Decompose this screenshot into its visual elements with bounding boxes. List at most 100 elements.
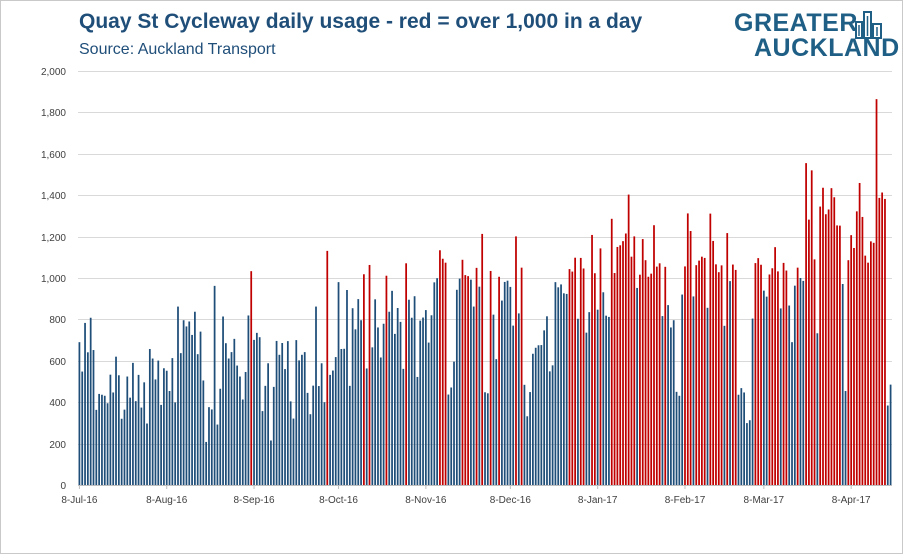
bar — [791, 342, 793, 485]
bar — [92, 350, 95, 485]
bar — [872, 242, 875, 485]
bar — [602, 292, 605, 485]
bar — [315, 306, 317, 485]
bar — [455, 289, 458, 485]
bar — [258, 337, 261, 485]
bar — [520, 267, 523, 485]
x-tick-label: 8-Aug-16 — [146, 495, 188, 506]
bar — [717, 272, 720, 485]
bar — [653, 225, 655, 485]
bar — [332, 370, 334, 485]
bar — [205, 441, 208, 485]
y-tick-label: 2,000 — [41, 67, 66, 78]
bar — [810, 170, 813, 486]
bar — [98, 393, 100, 485]
y-tick-label: 800 — [49, 315, 66, 326]
bar — [667, 305, 669, 485]
bar — [534, 347, 537, 485]
bar — [475, 267, 478, 485]
bar — [470, 279, 472, 485]
bar — [526, 416, 529, 485]
bar — [591, 234, 593, 485]
bar — [830, 188, 833, 485]
bar — [405, 263, 408, 485]
bar — [647, 276, 650, 485]
bar — [495, 359, 498, 485]
bar — [678, 395, 681, 485]
bar — [233, 338, 236, 485]
bar — [605, 315, 607, 485]
bar — [793, 285, 796, 485]
chart-title: Quay St Cycleway daily usage - red = ove… — [79, 10, 643, 33]
bar — [633, 236, 636, 485]
bar — [253, 339, 255, 485]
bar — [129, 397, 131, 485]
bar — [712, 240, 715, 485]
bar — [354, 329, 357, 485]
bar — [588, 312, 591, 485]
bar — [762, 290, 765, 485]
bar — [610, 218, 613, 486]
bar — [371, 347, 374, 485]
bar — [596, 309, 599, 485]
bar — [320, 363, 323, 485]
bar — [267, 363, 269, 485]
bar — [523, 384, 526, 485]
y-tick-label: 1,200 — [41, 233, 66, 244]
bar — [684, 266, 686, 485]
bar — [202, 380, 205, 485]
bar — [419, 320, 422, 485]
bar — [222, 316, 224, 485]
bar — [109, 374, 112, 485]
bar — [799, 278, 802, 485]
y-axis: 0 200 400 600 800 1,000 1,200 1,400 1,600 1,800 2,… — [41, 67, 66, 492]
bar — [230, 352, 233, 485]
bar — [706, 307, 709, 485]
bar — [396, 308, 399, 485]
bar — [199, 331, 202, 485]
bar — [295, 340, 298, 485]
bar — [351, 308, 354, 485]
bar — [329, 374, 331, 485]
bar — [689, 231, 692, 485]
bar — [546, 316, 548, 485]
y-tick-label: 1,000 — [41, 274, 66, 285]
bar — [785, 270, 788, 485]
bar — [768, 274, 771, 485]
bar — [236, 365, 239, 485]
x-tick-label: 8-Sep-16 — [233, 495, 275, 506]
bar — [729, 281, 731, 485]
bar — [548, 371, 551, 485]
bar — [875, 99, 878, 486]
bar — [551, 365, 554, 485]
chart-subtitle: Source: Auckland Transport — [79, 41, 276, 58]
bar — [306, 392, 309, 485]
bar — [537, 345, 540, 485]
bar — [593, 273, 596, 485]
bar — [723, 325, 726, 485]
bar — [878, 197, 881, 485]
bar — [408, 299, 410, 485]
bar — [478, 286, 481, 485]
bar — [177, 306, 179, 485]
bar — [289, 401, 292, 485]
bar — [788, 305, 791, 485]
bar — [701, 256, 703, 485]
bar — [870, 241, 872, 485]
bar — [571, 271, 574, 485]
bar — [827, 209, 830, 486]
bar — [458, 278, 461, 485]
bar — [740, 388, 743, 485]
bar — [624, 233, 627, 485]
bar — [782, 262, 785, 485]
bar — [213, 285, 216, 485]
bar — [312, 385, 315, 485]
bar — [841, 284, 844, 485]
bar — [174, 402, 177, 485]
bar — [143, 382, 146, 485]
bar — [498, 276, 500, 485]
bar — [864, 255, 867, 485]
bar — [655, 266, 658, 485]
bar — [777, 271, 779, 485]
bar — [681, 294, 684, 485]
